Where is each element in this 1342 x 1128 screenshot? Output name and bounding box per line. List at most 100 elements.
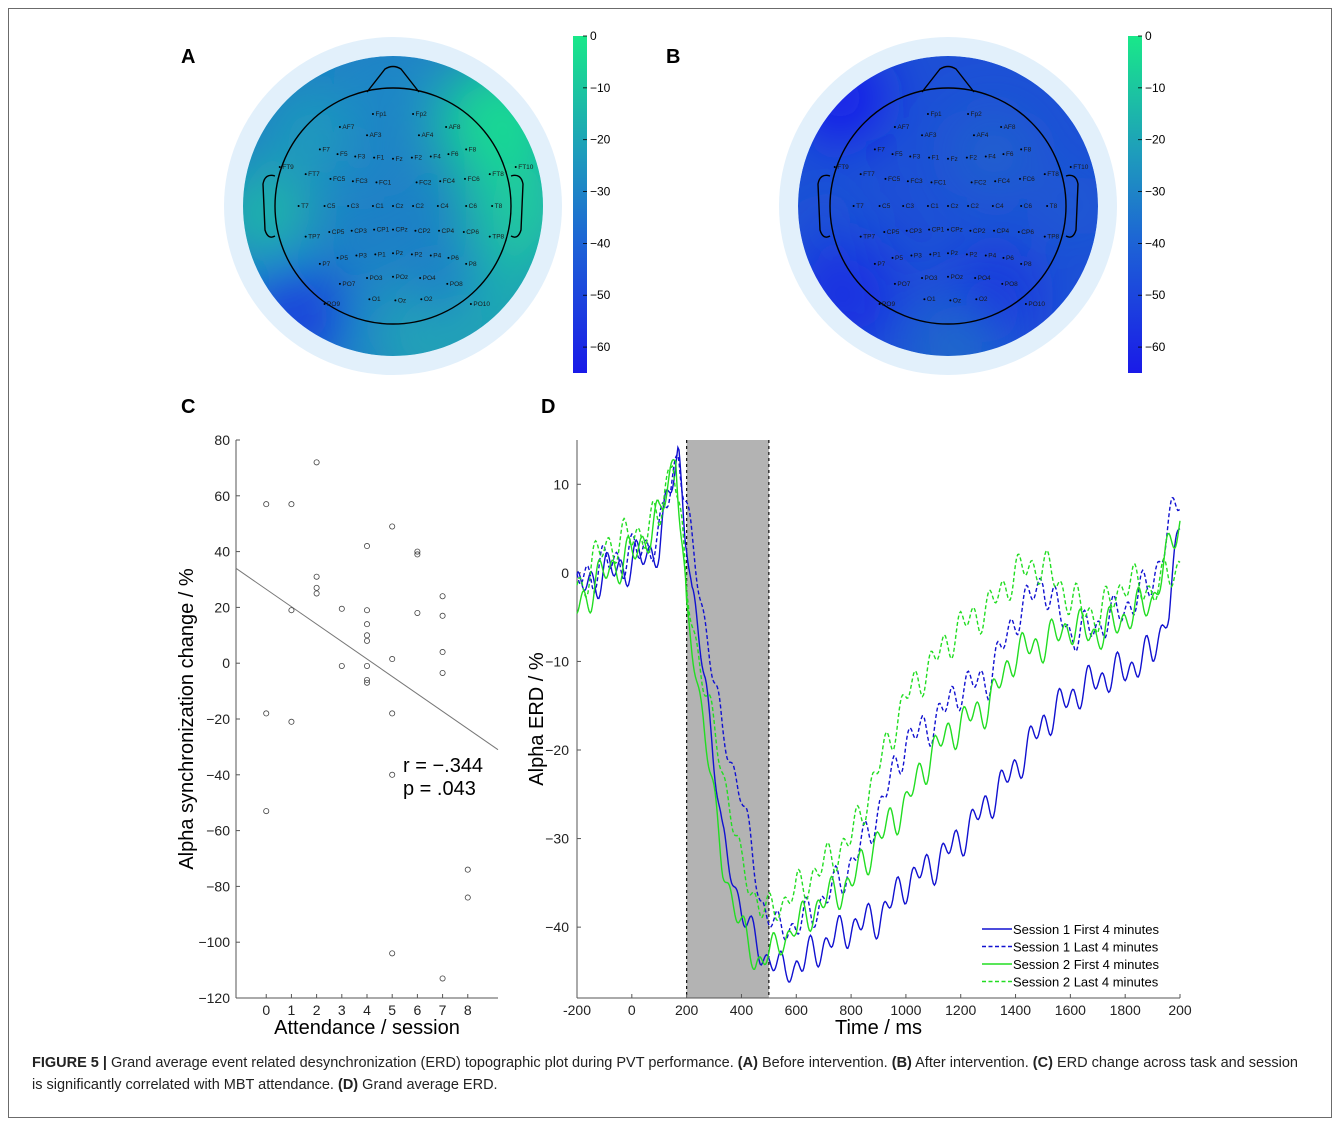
scatter-point: [363, 621, 370, 628]
electrode-dot: [893, 125, 896, 128]
x-axis-label: Time / ms: [835, 1017, 922, 1039]
electrode-label: P5: [895, 255, 903, 262]
electrode-label: C5: [327, 203, 336, 210]
y-tick-label: −10: [545, 653, 569, 669]
electrode-label: Pz: [396, 250, 404, 257]
electrode-label: P7: [322, 261, 330, 268]
electrode-label: CP4: [442, 228, 455, 235]
electrode-label: P2: [414, 251, 422, 258]
electrode-dot: [394, 299, 397, 302]
scatter-point: [389, 950, 396, 957]
electrode-dot: [926, 205, 929, 207]
electrode-label: FC2: [974, 179, 987, 186]
electrode-label: PO4: [423, 275, 436, 282]
electrode-label: C5: [882, 203, 891, 210]
electrode-label: C6: [1024, 203, 1033, 210]
figure-caption: FIGURE 5 | Grand average event related d…: [32, 1052, 1312, 1096]
x-tick-label: 0: [262, 1002, 270, 1018]
electrode-label: PO8: [450, 281, 463, 288]
electrode-label: C4: [440, 203, 449, 210]
electrode-dot: [965, 156, 968, 159]
electrode-label: P1: [378, 251, 386, 258]
electrode-dot: [446, 282, 449, 285]
electrode-label: T8: [1050, 203, 1058, 210]
y-tick-label: 0: [222, 655, 230, 671]
colorbar-tick-label: 0: [590, 29, 597, 43]
electrode-dot: [439, 180, 442, 183]
electrode-dot: [323, 205, 326, 207]
scatter-point: [263, 501, 270, 508]
electrode-label: C6: [469, 203, 478, 210]
electrode-label: O1: [927, 296, 936, 303]
electrode-label: FC6: [467, 176, 480, 183]
electrode-dot: [921, 276, 924, 279]
panel-label-b: B: [666, 46, 681, 68]
electrode-label: AF3: [925, 132, 937, 139]
scatter-point: [363, 637, 370, 644]
electrode-label: Fz: [951, 156, 958, 163]
electrode-dot: [947, 275, 949, 278]
electrode-dot: [923, 298, 926, 301]
electrode-dot: [859, 173, 862, 176]
electrode-dot: [436, 205, 439, 207]
electrode-label: FC1: [934, 179, 947, 186]
electrode-label: O2: [979, 296, 988, 303]
electrode-label: T7: [856, 203, 864, 210]
electrode-label: P6: [1006, 255, 1014, 262]
x-axis-label: Attendance / session: [274, 1017, 460, 1039]
electrode-dot: [414, 229, 417, 232]
electrode-label: PO9: [327, 301, 340, 308]
electrode-dot: [323, 302, 326, 305]
electrode-dot: [366, 134, 369, 137]
electrode-label: C3: [906, 203, 915, 210]
electrode-label: AF7: [342, 124, 354, 131]
electrode-dot: [328, 230, 331, 233]
right-ear-outline: [1065, 174, 1079, 238]
colorbar-tick-label: −20: [590, 133, 611, 147]
electrode-label: Fp1: [930, 111, 942, 118]
electrode-dot: [318, 148, 321, 151]
scatter-point: [338, 605, 345, 612]
x-tick-label: 1000: [890, 1002, 921, 1018]
electrode-label: Fz: [396, 156, 403, 163]
electrode-label: F7: [877, 146, 885, 153]
electrode-dot: [906, 180, 909, 183]
scatter-point: [288, 607, 295, 614]
electrode-dot: [463, 177, 466, 180]
y-tick-label: −40: [206, 767, 230, 783]
colorbar-a: 0 −10 −20 −30 −40 −50 −60: [573, 29, 611, 373]
electrode-label: PO4: [978, 275, 991, 282]
electrode-label: F5: [895, 151, 903, 158]
electrode-label: FC6: [1022, 176, 1035, 183]
scatter-point: [389, 771, 396, 778]
electrode-dot: [929, 253, 932, 256]
electrode-label: AF3: [370, 132, 382, 139]
x-tick-label: 1400: [1000, 1002, 1031, 1018]
x-tick-label: 8: [464, 1002, 472, 1018]
electrode-label: Pz: [951, 250, 959, 257]
electrode-dot: [336, 153, 339, 156]
scatter-point: [263, 808, 270, 815]
left-ear-outline: [817, 174, 831, 238]
caption-ref-a: (A): [737, 1055, 758, 1071]
electrode-dot: [928, 156, 931, 159]
electrode-label: TP8: [1047, 234, 1059, 241]
electrode-dot: [392, 228, 394, 231]
electrode-label: F1: [932, 155, 940, 162]
electrode-dot: [993, 229, 996, 232]
electrode-dot: [415, 181, 418, 184]
electrode-label: TP8: [492, 234, 504, 241]
electrode-label: FC3: [355, 178, 368, 185]
x-tick-label: 1800: [1110, 1002, 1141, 1018]
electrode-label: AF4: [976, 132, 988, 139]
electrode-dot: [420, 298, 423, 301]
series-line-4: [576, 464, 1181, 921]
electrode-dot: [429, 155, 432, 158]
electrode-label: PO8: [1005, 281, 1018, 288]
x-tick-label: 1600: [1055, 1002, 1086, 1018]
scatter-point: [288, 501, 295, 508]
electrode-label: FT8: [492, 171, 504, 178]
electrode-dot: [873, 262, 876, 265]
electrode-dot: [465, 205, 468, 207]
electrode-dot: [350, 229, 353, 232]
